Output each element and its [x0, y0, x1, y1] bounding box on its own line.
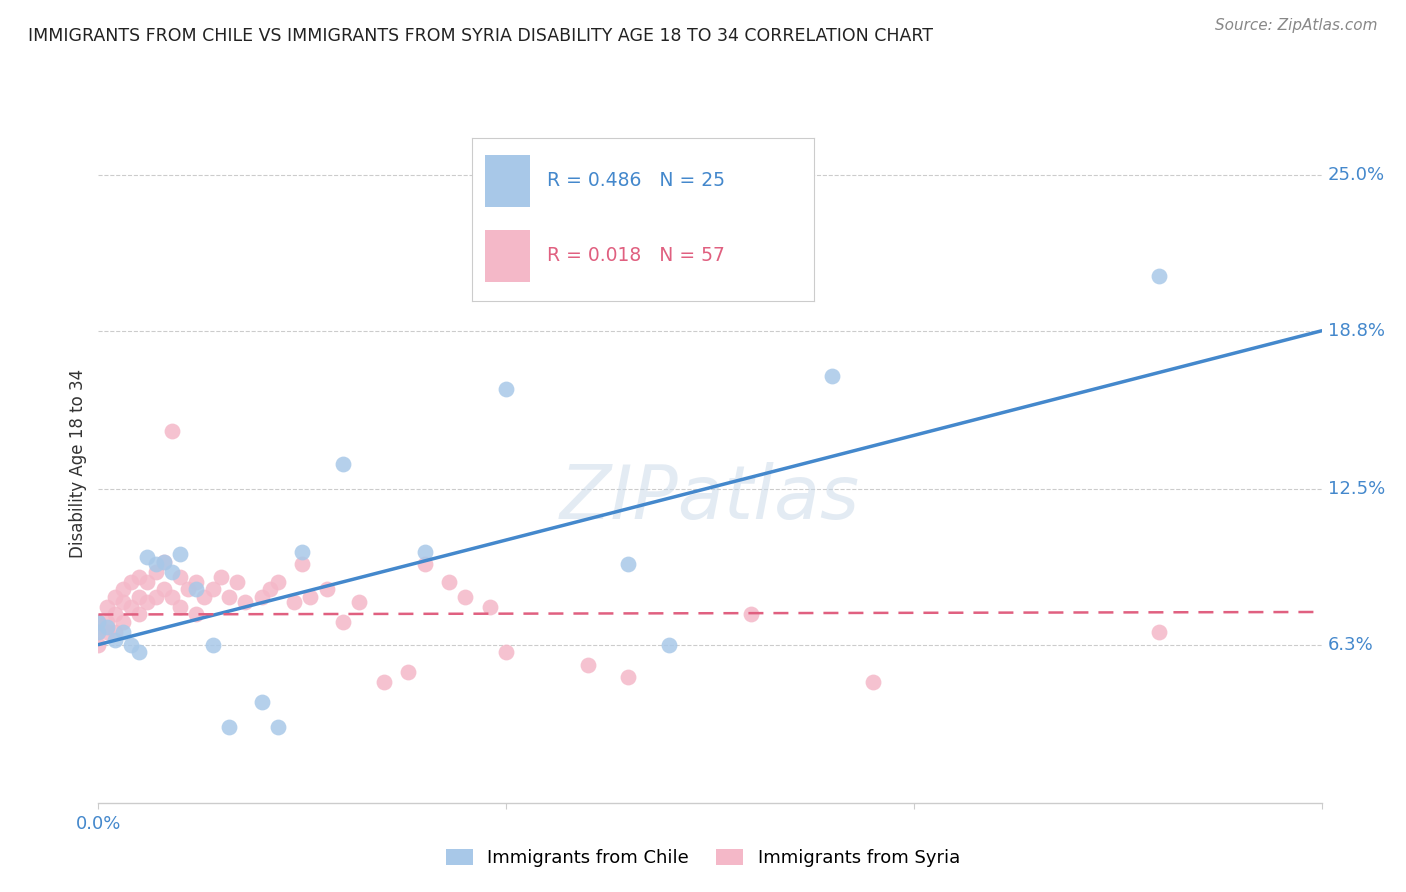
Y-axis label: Disability Age 18 to 34: Disability Age 18 to 34 [69, 369, 87, 558]
Point [96, 625, 118, 640]
Point [201, 638, 224, 652]
Point [617, 670, 640, 684]
Point [136, 574, 159, 589]
Point [111, 595, 134, 609]
Point [177, 582, 200, 597]
Point [104, 590, 127, 604]
Point [87, 615, 110, 629]
Point [250, 590, 273, 604]
Point [267, 721, 290, 735]
Point [201, 582, 224, 597]
Legend: Immigrants from Chile, Immigrants from Syria: Immigrants from Chile, Immigrants from S… [439, 841, 967, 874]
Point [495, 382, 517, 396]
Point [111, 582, 134, 597]
Point [96, 599, 118, 614]
Point [87, 625, 110, 640]
Point [169, 547, 191, 561]
Point [120, 638, 142, 652]
Point [186, 574, 208, 589]
Point [291, 545, 314, 559]
Point [152, 555, 174, 569]
Point [233, 595, 256, 609]
Point [1147, 268, 1170, 283]
Point [218, 721, 240, 735]
Point [104, 625, 127, 640]
Text: IMMIGRANTS FROM CHILE VS IMMIGRANTS FROM SYRIA DISABILITY AGE 18 TO 34 CORRELATI: IMMIGRANTS FROM CHILE VS IMMIGRANTS FROM… [28, 27, 934, 45]
Point [437, 574, 460, 589]
Point [160, 590, 183, 604]
Text: ZIPatlas: ZIPatlas [560, 462, 860, 533]
Point [658, 638, 681, 652]
Point [136, 595, 159, 609]
Text: 0.0%: 0.0% [76, 815, 121, 833]
Text: 18.8%: 18.8% [1327, 322, 1385, 340]
Point [120, 574, 142, 589]
Point [128, 570, 150, 584]
Point [145, 590, 167, 604]
Point [193, 590, 215, 604]
Point [128, 607, 150, 622]
Point [821, 368, 844, 383]
Point [111, 615, 134, 629]
Point [128, 590, 150, 604]
Point [454, 590, 477, 604]
Point [396, 665, 419, 680]
Point [145, 558, 167, 572]
Point [169, 599, 191, 614]
Point [862, 675, 884, 690]
Point [576, 657, 599, 672]
Text: 12.5%: 12.5% [1327, 480, 1385, 498]
Point [226, 574, 249, 589]
Point [186, 607, 208, 622]
Point [96, 620, 118, 634]
Point [136, 549, 159, 564]
Point [495, 645, 517, 659]
Point [1147, 625, 1170, 640]
Point [617, 558, 640, 572]
Point [111, 625, 134, 640]
Point [413, 545, 436, 559]
Point [87, 615, 110, 629]
Point [152, 555, 174, 569]
Text: Source: ZipAtlas.com: Source: ZipAtlas.com [1215, 18, 1378, 33]
Text: 25.0%: 25.0% [1327, 166, 1385, 184]
Text: 6.3%: 6.3% [1327, 636, 1374, 654]
Point [218, 590, 240, 604]
Point [267, 574, 290, 589]
Point [332, 457, 354, 471]
Point [186, 582, 208, 597]
Point [250, 695, 273, 709]
Point [120, 599, 142, 614]
Point [128, 645, 150, 659]
Point [349, 595, 371, 609]
Point [740, 607, 762, 622]
Point [104, 632, 127, 647]
Point [87, 638, 110, 652]
Point [160, 424, 183, 438]
Point [160, 565, 183, 579]
Point [259, 582, 281, 597]
Point [152, 582, 174, 597]
Point [299, 590, 322, 604]
Point [315, 582, 337, 597]
Point [209, 570, 232, 584]
Point [96, 615, 118, 629]
Point [478, 599, 501, 614]
Point [169, 570, 191, 584]
Point [332, 615, 354, 629]
Point [413, 558, 436, 572]
Point [291, 558, 314, 572]
Point [145, 565, 167, 579]
Point [283, 595, 305, 609]
Point [87, 625, 110, 640]
Point [104, 607, 127, 622]
Point [373, 675, 395, 690]
